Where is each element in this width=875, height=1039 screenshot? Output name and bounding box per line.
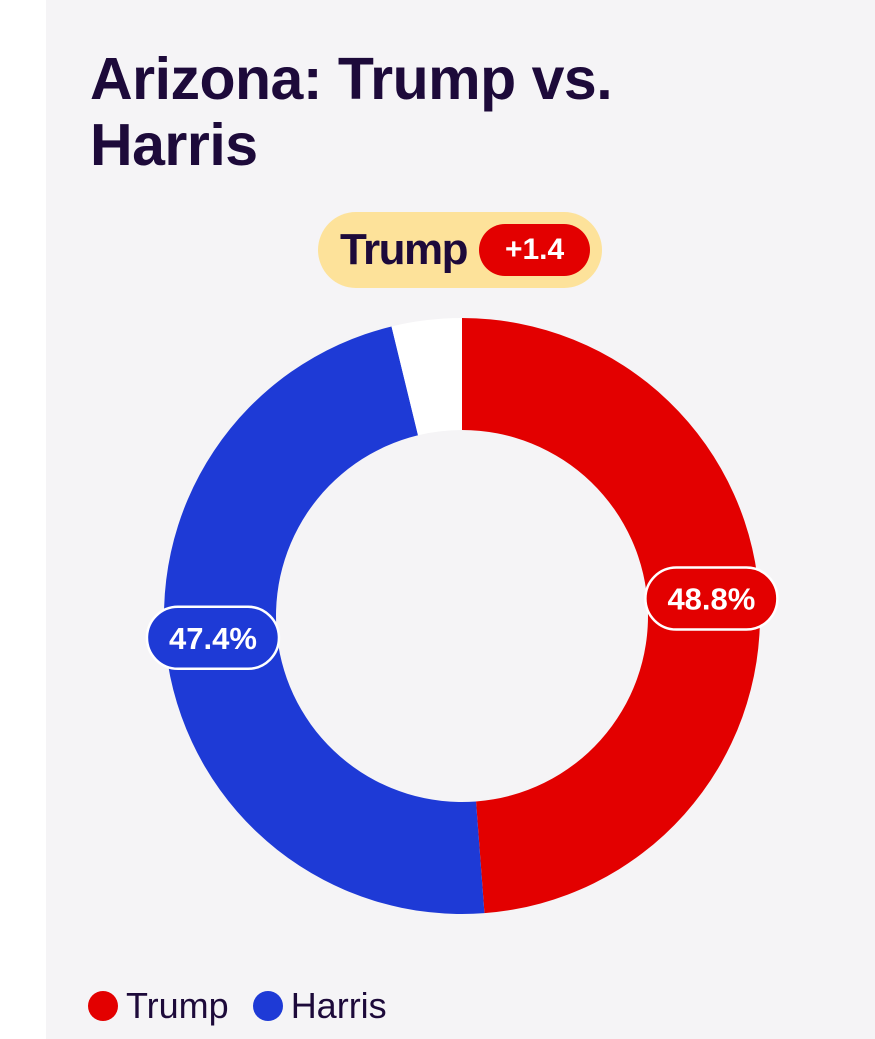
legend-swatch-trump — [88, 991, 118, 1021]
data-label-trump: 48.8% — [644, 566, 779, 631]
data-label-pill-harris — [145, 605, 281, 671]
leader-margin: +1.4 — [478, 224, 591, 276]
legend-swatch-harris — [252, 991, 283, 1021]
legend-item-harris: Harris — [252, 985, 387, 1027]
data-label-text-trump: 48.8% — [667, 582, 755, 617]
donut-slice-harris — [163, 326, 485, 914]
legend-item-trump: Trump — [88, 985, 229, 1027]
legend-label-trump: Trump — [126, 985, 229, 1026]
data-label-harris: 47.4% — [145, 605, 281, 671]
data-label-text-harris: 47.4% — [169, 621, 257, 656]
donut-slice-trump — [462, 318, 761, 914]
chart-title: Arizona: Trump vs. Harris — [90, 46, 613, 178]
leader-name: Trump — [340, 225, 468, 274]
legend: Trump Harris — [88, 985, 411, 1027]
leader-badge: Trump +1.4 — [318, 212, 603, 288]
legend-label-harris: Harris — [290, 985, 387, 1026]
donut-slice-remainder — [391, 318, 462, 436]
data-label-pill-trump — [644, 566, 779, 631]
